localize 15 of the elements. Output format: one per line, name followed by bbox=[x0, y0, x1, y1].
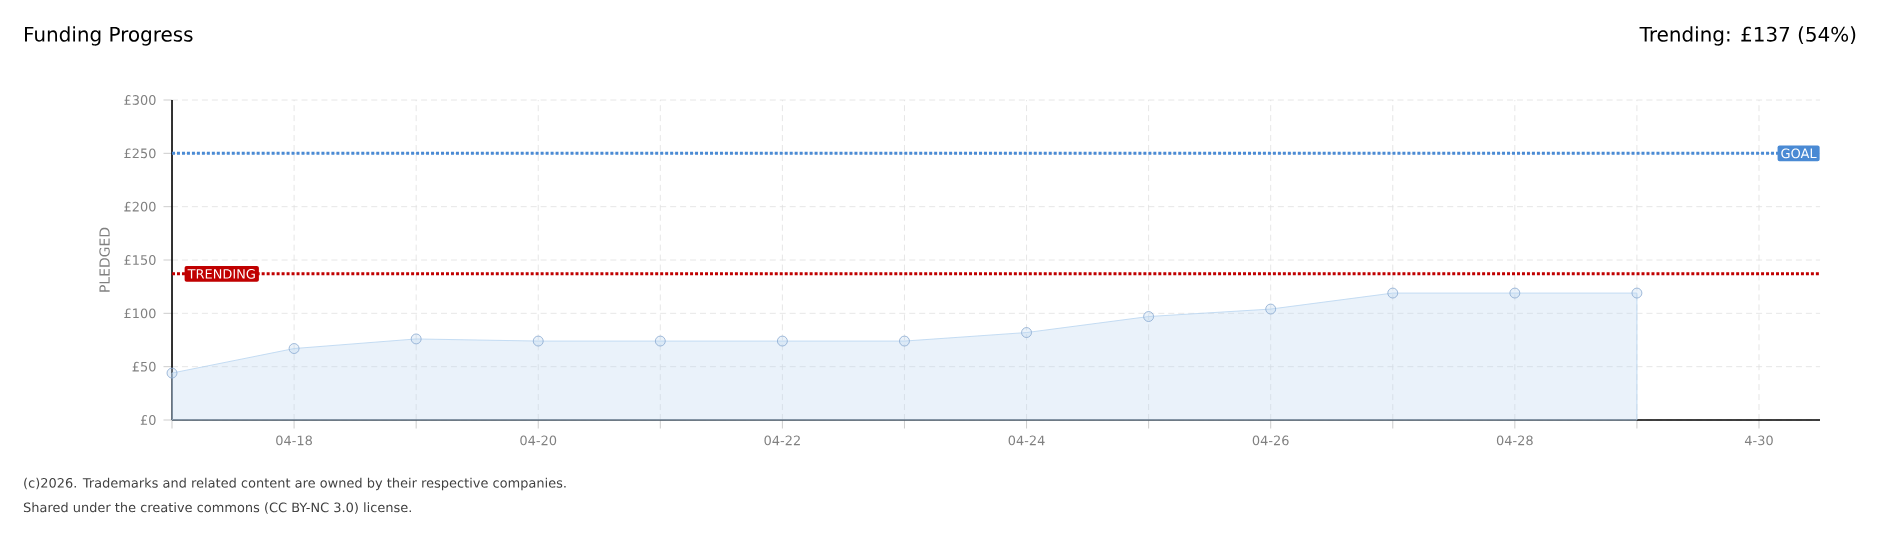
point bbox=[654, 335, 666, 347]
point bbox=[1265, 303, 1277, 315]
point bbox=[1143, 311, 1154, 322]
point bbox=[532, 335, 544, 347]
point bbox=[1021, 327, 1032, 338]
point bbox=[1631, 287, 1643, 299]
point bbox=[166, 367, 178, 379]
chart-title: Funding Progress bbox=[25, 26, 193, 46]
point bbox=[288, 343, 300, 354]
chart-subtitle: Trending: £137 (54%) bbox=[1639, 26, 1856, 46]
point bbox=[777, 335, 788, 347]
point bbox=[899, 335, 910, 347]
point bbox=[1509, 287, 1521, 299]
point bbox=[1387, 287, 1399, 299]
point bbox=[410, 333, 422, 345]
